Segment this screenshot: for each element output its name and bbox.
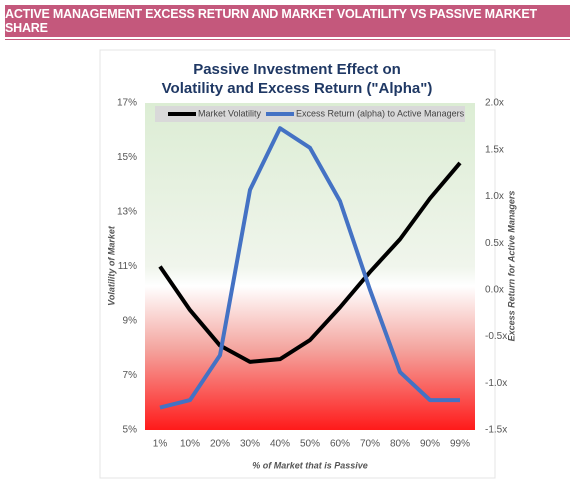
- y2-tick-label: 1.5x: [485, 144, 504, 155]
- y2-tick-label: 1.0x: [485, 191, 504, 202]
- y-tick-label: 7%: [123, 370, 138, 381]
- x-tick-label: 80%: [390, 439, 410, 450]
- y-tick-label: 5%: [123, 425, 138, 436]
- chart-title: Volatility and Excess Return ("Alpha"): [162, 80, 433, 97]
- y-tick-label: 11%: [118, 261, 137, 272]
- x-tick-label: 50%: [300, 439, 320, 450]
- y2-axis-title: Excess Return for Active Managers: [506, 191, 516, 342]
- x-tick-label: 90%: [420, 439, 440, 450]
- x-tick-label: 40%: [270, 439, 290, 450]
- x-tick-label: 1%: [153, 439, 168, 450]
- x-tick-label: 30%: [240, 439, 260, 450]
- header-title: ACTIVE MANAGEMENT EXCESS RETURN AND MARK…: [5, 5, 570, 37]
- series-line: [159, 126, 460, 410]
- y2-tick-label: 2.0x: [485, 98, 504, 109]
- legend-box: [155, 106, 465, 122]
- x-tick-label: 70%: [360, 439, 380, 450]
- y-tick-label: 15%: [117, 152, 137, 163]
- x-tick-label: 20%: [210, 439, 230, 450]
- header-rule: [5, 39, 570, 40]
- legend-label: Market Volatility: [198, 108, 262, 118]
- y2-tick-label: 0.5x: [485, 238, 504, 249]
- x-tick-label: 99%: [450, 439, 470, 450]
- x-axis-title: % of Market that is Passive: [252, 460, 368, 470]
- chart-title: Passive Investment Effect on: [193, 61, 401, 78]
- y2-tick-label: -0.5x: [485, 331, 507, 342]
- series-line: [158, 161, 462, 364]
- y-tick-label: 9%: [123, 316, 138, 327]
- y2-tick-label: 0.0x: [485, 284, 504, 295]
- y2-tick-label: -1.5x: [485, 425, 507, 436]
- y-tick-label: 13%: [117, 207, 137, 218]
- y2-tick-label: -1.0x: [485, 378, 507, 389]
- x-tick-label: 10%: [180, 439, 200, 450]
- y-tick-label: 17%: [117, 98, 137, 109]
- x-tick-label: 60%: [330, 439, 350, 450]
- legend-label: Excess Return (alpha) to Active Managers: [296, 108, 465, 118]
- y-axis-title: Volatility of Market: [106, 225, 116, 306]
- plot-background: [145, 103, 475, 430]
